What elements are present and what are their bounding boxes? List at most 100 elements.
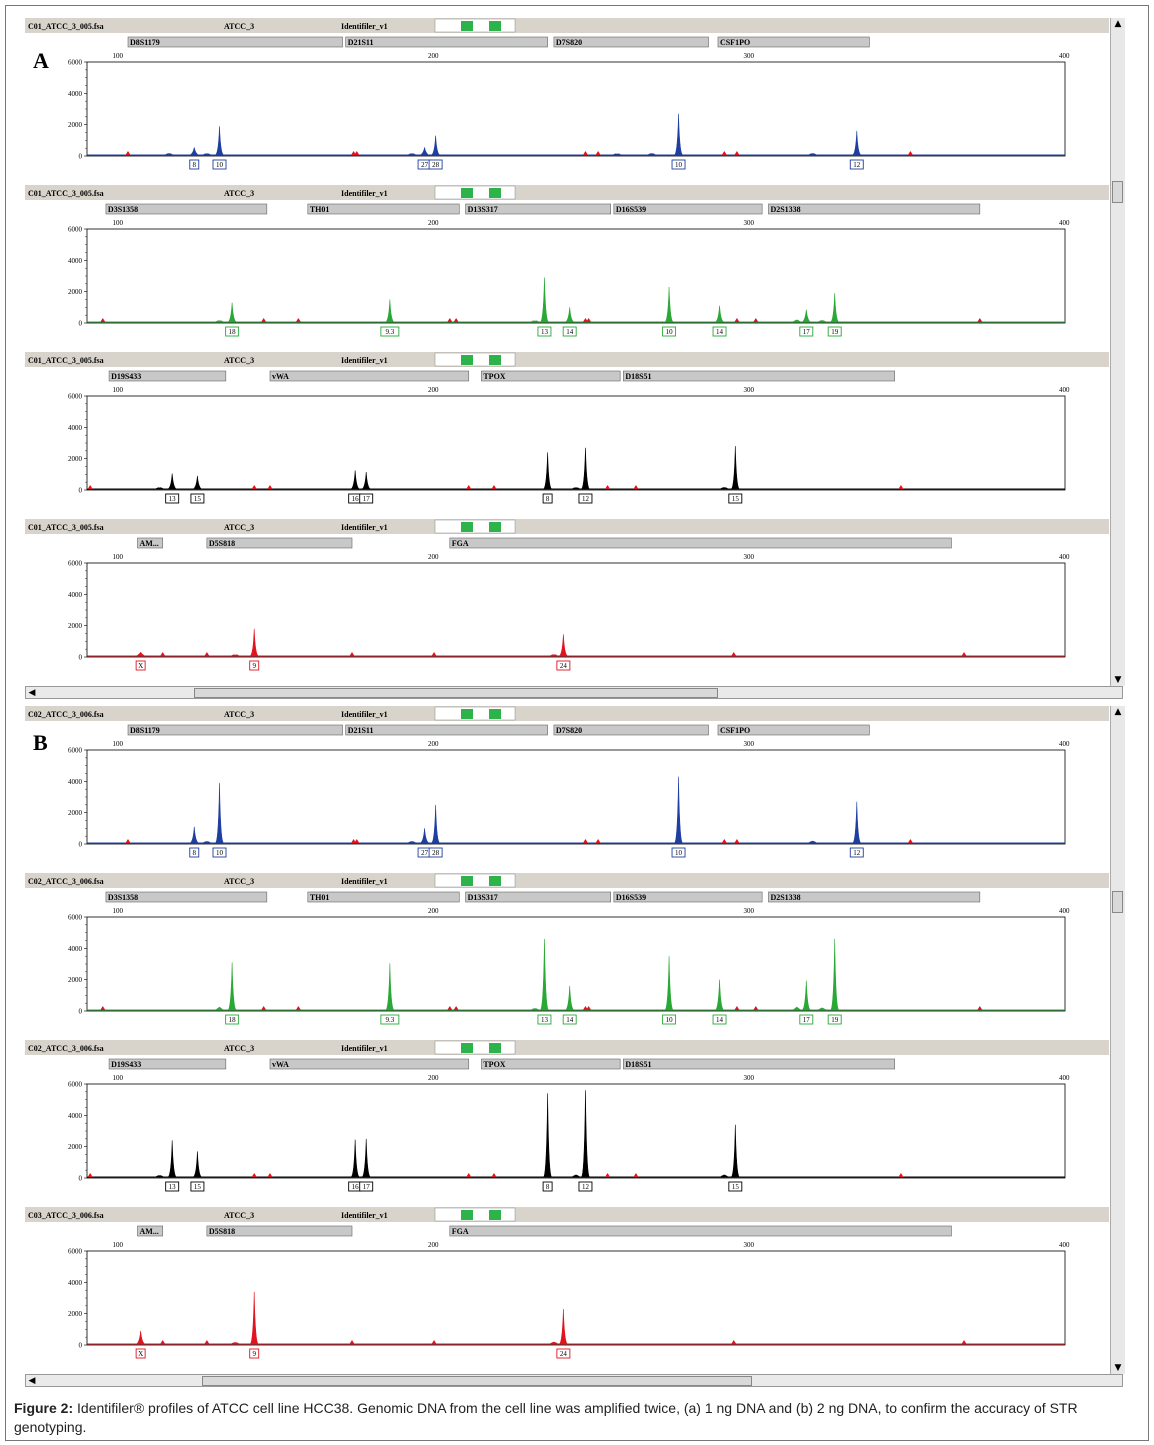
off-ladder-marker [204, 652, 210, 656]
marker-name: AM... [139, 539, 158, 548]
allele-call-box [537, 326, 552, 337]
panel-a-horizontal-scrollbar[interactable]: ◀ [25, 686, 1123, 699]
panel-name: Identifiler_v1 [341, 523, 388, 532]
peak [154, 1175, 165, 1178]
y-tick-label: 6000 [68, 1248, 83, 1256]
allele-call-box [249, 660, 260, 671]
panel-b: C02_ATCC_3_006.fsa ATCC_3 Identifiler_v1 D8… [25, 706, 1125, 1389]
peak [673, 113, 684, 156]
panel-a-vertical-scrollbar[interactable]: ▲ ▼ [1110, 18, 1125, 686]
marker-name: D18S51 [625, 372, 651, 381]
off-ladder-marker [633, 485, 639, 489]
peak [571, 487, 581, 490]
peak [419, 828, 430, 844]
channel-header [25, 18, 1109, 33]
panel-b-vertical-scrollbar[interactable]: ▲ ▼ [1110, 706, 1125, 1374]
x-tick-label: 400 [1059, 219, 1070, 227]
off-ladder-marker [87, 485, 93, 489]
y-tick-label: 4000 [68, 257, 83, 265]
off-ladder-marker [586, 1006, 592, 1010]
y-tick-label: 6000 [68, 59, 83, 67]
y-tick-label: 0 [79, 320, 83, 328]
off-ladder-marker [251, 1173, 257, 1177]
x-tick-label: 100 [113, 219, 124, 227]
scroll-up-arrow[interactable]: ▲ [1114, 707, 1122, 717]
off-ladder-marker [100, 318, 106, 322]
channel-header [25, 706, 1109, 721]
panel-b-horizontal-scrollbar[interactable]: ◀ [25, 1374, 1123, 1387]
scroll-thumb[interactable] [1112, 891, 1123, 913]
peak [529, 320, 540, 323]
peak [384, 299, 395, 323]
panel-name: Identifiler_v1 [341, 710, 388, 719]
x-tick-label: 400 [1059, 1074, 1070, 1082]
scroll-thumb[interactable] [202, 1376, 752, 1386]
marker-name: D16S539 [616, 893, 646, 902]
y-tick-label: 0 [79, 841, 83, 849]
marker-name: D18S51 [625, 1060, 651, 1069]
channel-green: C02_ATCC_3_006.fsa ATCC_3 Identifiler_v1 D3… [25, 873, 1109, 1025]
scroll-down-arrow[interactable]: ▼ [1114, 675, 1122, 685]
scroll-thumb[interactable] [194, 688, 718, 698]
peak [189, 826, 200, 844]
scroll-left-arrow[interactable]: ◀ [28, 1376, 36, 1386]
off-ladder-marker [961, 1340, 967, 1344]
peak [350, 470, 361, 490]
scroll-up-arrow[interactable]: ▲ [1114, 19, 1122, 29]
peak [714, 979, 725, 1011]
off-ladder-marker [898, 485, 904, 489]
allele-call: 27 [421, 849, 429, 857]
allele-call: 10 [216, 161, 224, 169]
y-tick-label: 4000 [68, 1279, 83, 1287]
y-tick-label: 0 [79, 1008, 83, 1016]
file-name: C01_ATCC_3_005.fsa [28, 189, 104, 198]
allele-call-box [165, 493, 180, 504]
marker-bin [127, 724, 343, 736]
color-swatch [489, 21, 501, 31]
peak [430, 804, 441, 844]
color-swatch [461, 876, 473, 886]
channel-header [25, 1207, 1109, 1222]
swatch-box [434, 185, 516, 200]
off-ladder-marker [251, 485, 257, 489]
allele-call: 12 [853, 161, 861, 169]
color-swatch [489, 1210, 501, 1220]
allele-call-box [359, 493, 374, 504]
off-ladder-marker [87, 1173, 93, 1177]
marker-name: D2S1338 [770, 893, 800, 902]
swatch-box [434, 873, 516, 888]
scroll-down-arrow[interactable]: ▼ [1114, 1363, 1122, 1373]
allele-call-box [359, 1181, 374, 1192]
marker-bin [269, 1058, 470, 1070]
allele-call: 12 [582, 495, 590, 503]
y-tick-label: 2000 [68, 622, 83, 630]
peak [542, 452, 553, 490]
off-ladder-marker [431, 1340, 437, 1344]
color-swatch [461, 21, 473, 31]
peak [227, 962, 238, 1011]
allele-call-box [728, 493, 743, 504]
plot-area [86, 749, 1066, 845]
allele-call: 10 [216, 849, 224, 857]
channel-header [25, 352, 1109, 367]
channel-header [25, 873, 1109, 888]
y-tick-label: 0 [79, 153, 83, 161]
scroll-left-arrow[interactable]: ◀ [28, 688, 36, 698]
allele-call: 17 [803, 1016, 811, 1024]
scroll-thumb[interactable] [1112, 181, 1123, 203]
off-ladder-marker [160, 652, 166, 656]
marker-bin [768, 891, 981, 903]
allele-call-box [537, 1014, 552, 1025]
marker-name: D16S539 [616, 205, 646, 214]
swatch-box [434, 352, 516, 367]
x-tick-label: 400 [1059, 1241, 1070, 1249]
marker-name: D13S317 [468, 893, 498, 902]
file-name: C03_ATCC_3_006.fsa [28, 1211, 104, 1220]
swatch-box [434, 1040, 516, 1055]
peak [230, 1342, 241, 1345]
off-ladder-marker [295, 318, 301, 322]
marker-bin [105, 203, 268, 215]
file-name: C01_ATCC_3_005.fsa [28, 356, 104, 365]
off-ladder-marker [447, 318, 453, 322]
x-tick-label: 200 [428, 553, 439, 561]
